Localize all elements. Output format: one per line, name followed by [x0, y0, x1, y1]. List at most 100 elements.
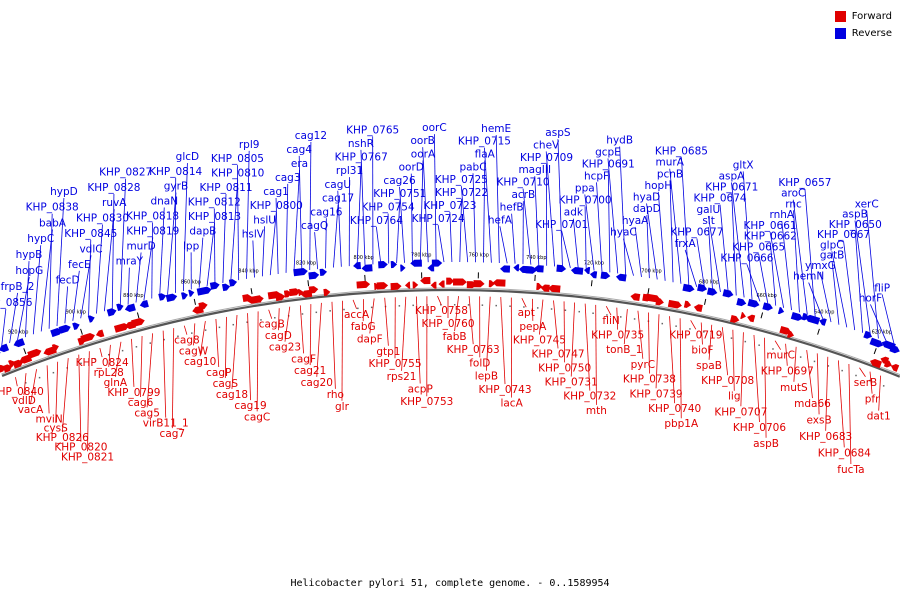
- gene-label-khp-0820: KHP_0820: [54, 442, 107, 454]
- leader-line: [268, 309, 273, 319]
- gene-label-lepb: lepB: [475, 371, 498, 383]
- leader-line: [708, 227, 713, 291]
- forward-gene-arrow: [740, 311, 746, 320]
- gene-label-khp-0840: KHP_0840: [0, 386, 44, 398]
- leader-line: [657, 191, 666, 281]
- gene-label-oorc: oorC: [422, 122, 447, 134]
- leader-line: [696, 238, 706, 289]
- forward-gene-arrow: [308, 286, 319, 294]
- gene-label-khp-0819: KHP_0819: [126, 225, 179, 237]
- track-dot: [329, 310, 331, 312]
- gene-label-khp-0657: KHP_0657: [778, 177, 831, 189]
- gene-label-cag23: cag23: [269, 342, 301, 354]
- gene-label-nshr: nshR: [348, 138, 374, 150]
- forward-gene-arrow: [630, 293, 641, 302]
- leader-line: [669, 180, 674, 283]
- leader-line: [719, 204, 729, 294]
- gene-label-cag19: cag19: [234, 400, 266, 412]
- reverse-gene-arrow: [697, 283, 708, 292]
- gene-label-khp-0811: KHP_0811: [199, 182, 252, 194]
- gene-label-adk: adk: [564, 207, 584, 219]
- leader-line: [781, 220, 792, 311]
- leader-line: [534, 176, 540, 266]
- leader-line: [72, 270, 80, 321]
- gene-label-tonb-1: tonB_1: [606, 344, 642, 356]
- leader-line: [247, 313, 251, 401]
- gene-label-cag17: cag17: [322, 192, 354, 204]
- forward-gene-arrow: [693, 304, 703, 313]
- gene-label-khp-0758: KHP_0758: [415, 305, 468, 317]
- gene-label-khp-0799: KHP_0799: [107, 387, 160, 399]
- leader-line: [384, 297, 389, 346]
- gene-label-khp-0743: KHP_0743: [478, 384, 531, 396]
- reverse-gene-arrow: [87, 315, 95, 323]
- leader-line: [269, 212, 277, 276]
- gene-label-asps: aspS: [545, 127, 571, 139]
- leader-line: [103, 209, 115, 312]
- tick-label: 760 kbp: [469, 252, 489, 258]
- gene-label-fecd: fecD: [56, 274, 80, 286]
- reverse-gene-arrow: [790, 312, 803, 321]
- leader-line: [48, 213, 53, 329]
- leader-line: [171, 328, 175, 429]
- leader-line: [623, 238, 634, 276]
- leader-line: [596, 182, 603, 272]
- track-dot: [869, 379, 871, 382]
- gene-label-hyaa: hyaA: [622, 215, 649, 227]
- leader-line: [25, 261, 30, 338]
- gene-label-khp-0683: KHP_0683: [799, 431, 852, 443]
- leader-line: [619, 146, 627, 275]
- tick-label: 740 kbp: [526, 255, 546, 261]
- leader-line: [655, 314, 660, 389]
- leader-line: [316, 302, 322, 377]
- forward-gene-arrow: [870, 359, 883, 369]
- gene-label-khp-0764: KHP_0764: [350, 215, 403, 227]
- gene-label-slt: slt: [702, 215, 715, 227]
- leader-line: [114, 341, 122, 377]
- tick-label: 640 kbp: [814, 310, 834, 316]
- reverse-gene-arrow: [400, 264, 406, 272]
- tick-mark: [307, 280, 310, 287]
- reverse-gene-arrow: [13, 338, 26, 348]
- tick-label: 840 kbp: [238, 268, 258, 274]
- reverse-gene-arrow: [308, 271, 320, 280]
- gene-label-pabc: pabC: [459, 161, 486, 173]
- track-dot: [675, 325, 677, 327]
- gene-label-xerc: xerC: [855, 198, 879, 210]
- leader-line: [460, 186, 469, 263]
- reverse-gene-arrow: [0, 343, 10, 353]
- gene-labels: KHP_0840vdlDvacAmviNcysSKHP_0826KHP_0820…: [0, 122, 891, 476]
- tick-mark: [136, 312, 140, 319]
- leader-line: [831, 251, 848, 328]
- gene-label-rps21: rps21: [387, 371, 417, 383]
- tick-label: 880 kbp: [123, 293, 143, 299]
- gene-label-khp-0812: KHP_0812: [188, 197, 241, 209]
- leader-line: [261, 226, 265, 277]
- reverse-swatch: [834, 28, 846, 39]
- gene-label-cag26: cag26: [383, 175, 416, 187]
- track-dot: [467, 304, 470, 306]
- gene-label-glcd: glcD: [176, 151, 199, 163]
- gene-label-oora: oorA: [411, 148, 436, 160]
- track-dot: [357, 307, 359, 310]
- gene-label-pfr: pfr: [865, 394, 880, 406]
- track-dot: [80, 362, 82, 365]
- leader-line: [793, 210, 800, 313]
- tick-mark: [250, 288, 253, 295]
- leader-line: [159, 207, 165, 297]
- track-dot: [218, 326, 221, 329]
- gene-label-khp-0805: KHP_0805: [211, 153, 264, 165]
- gene-label-hypb: hypB: [16, 249, 43, 261]
- forward-gene-arrow: [95, 329, 105, 338]
- gene-label-exsb: exsB: [806, 414, 831, 426]
- forward-gene-arrow: [323, 288, 331, 297]
- track-dot: [841, 369, 843, 372]
- reverse-gene-arrow: [600, 271, 611, 280]
- forward-gene-arrow: [667, 299, 682, 309]
- leader-line: [499, 226, 508, 264]
- gene-label-flin: fliN: [602, 315, 619, 327]
- leader-line: [46, 365, 50, 414]
- leader-line: [143, 237, 154, 301]
- track-dot: [509, 305, 511, 307]
- leader-line: [299, 305, 304, 354]
